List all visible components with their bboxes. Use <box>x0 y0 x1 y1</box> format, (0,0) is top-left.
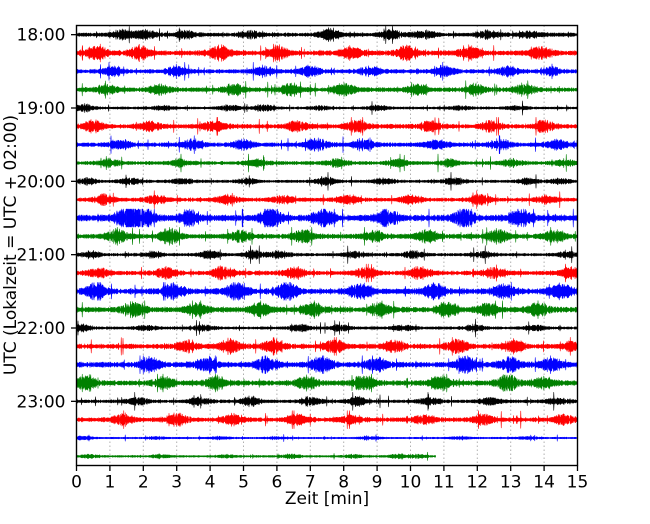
grid-lines <box>109 25 545 466</box>
x-axis-title: Zeit [min] <box>285 489 369 509</box>
x-tick-label: 5 <box>238 473 249 493</box>
x-tick-label: 3 <box>171 473 182 493</box>
x-tick-label: 0 <box>71 473 82 493</box>
y-axis-ticks: 18:00 19:00 20:00 21:00 22:00 23:00 <box>17 26 77 412</box>
x-tick-label: 7 <box>305 473 316 493</box>
x-tick-label: 13 <box>500 473 522 493</box>
x-tick-label: 15 <box>567 473 589 493</box>
y-tick-label: 23:00 <box>17 392 66 412</box>
y-tick-label: 18:00 <box>17 26 66 46</box>
x-tick-label: 8 <box>338 473 349 493</box>
x-tick-label: 1 <box>104 473 115 493</box>
x-tick-label: 10 <box>400 473 422 493</box>
x-tick-label: 4 <box>205 473 216 493</box>
y-axis-title: UTC (Lokalzeit = UTC + 02:00) <box>1 115 21 375</box>
plot-frame <box>75 24 579 467</box>
x-tick-label: 12 <box>466 473 488 493</box>
x-tick-label: 2 <box>138 473 149 493</box>
y-tick-label: 22:00 <box>17 319 66 339</box>
x-axis-ticks: 0 1 2 3 4 5 6 7 8 9 10 11 12 13 14 15 <box>71 465 589 493</box>
x-tick-label: 11 <box>433 473 455 493</box>
x-tick-label: 9 <box>372 473 383 493</box>
y-tick-label: 20:00 <box>17 172 66 192</box>
y-tick-label: 19:00 <box>17 99 66 119</box>
x-tick-label: 6 <box>271 473 282 493</box>
x-tick-label: 14 <box>533 473 555 493</box>
y-tick-label: 21:00 <box>17 246 66 266</box>
